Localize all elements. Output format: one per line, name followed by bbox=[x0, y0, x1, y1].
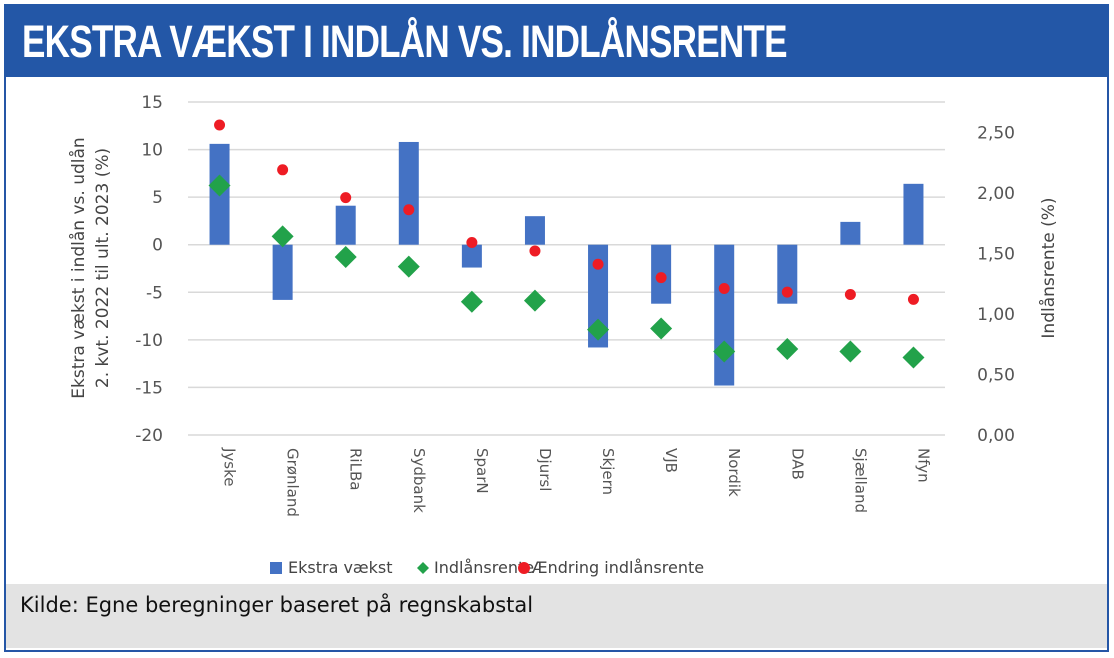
dot-aendring-indlaansrente bbox=[403, 204, 415, 216]
bar-ekstra-vaekst bbox=[461, 244, 482, 268]
y-tick-label: -20 bbox=[135, 426, 163, 446]
dot-aendring-indlaansrente bbox=[655, 272, 667, 284]
y2-tick-label: 0,00 bbox=[977, 426, 1015, 446]
y2-tick-label: 2,00 bbox=[977, 184, 1015, 204]
x-tick-label: RiLBa bbox=[347, 448, 365, 490]
dot-aendring-indlaansrente bbox=[529, 245, 541, 257]
diamond-indlaansrente bbox=[460, 290, 483, 313]
chart-title: EKSTRA VÆKST I INDLÅN VS. INDLÅNSRENTE bbox=[22, 16, 787, 67]
bar-ekstra-vaekst bbox=[272, 244, 293, 300]
y-tick-label: 10 bbox=[141, 141, 163, 161]
diamond-indlaansrente bbox=[523, 289, 546, 312]
chart: 15 10 5 0 -5 -10 -15 -20 2,50 2,00 1,50 1,00 0,50 0,… bbox=[68, 93, 1059, 577]
legend-dot-swatch bbox=[518, 562, 530, 574]
x-axis-labels: Jyske Grønland RiLBa Sydbank SparN Djursl Skje… bbox=[221, 447, 933, 517]
bar-ekstra-vaekst bbox=[588, 244, 609, 348]
x-tick-label: Djursl bbox=[536, 448, 554, 491]
diamond-indlaansrente bbox=[271, 225, 294, 248]
y-tick-label: -15 bbox=[135, 378, 163, 398]
y-axis-label-line2: 2. kvt. 2022 til ult. 2023 (%) bbox=[93, 148, 113, 388]
y2-tick-label: 1,50 bbox=[977, 244, 1015, 264]
y-axis-label-line1: Ekstra vækst i indlån vs. udlån bbox=[68, 137, 89, 398]
bar-ekstra-vaekst bbox=[840, 221, 861, 245]
bar-ekstra-vaekst bbox=[714, 244, 735, 386]
dot-aendring-indlaansrente bbox=[592, 258, 604, 270]
bar-ekstra-vaekst bbox=[335, 205, 356, 245]
change-dots bbox=[214, 119, 919, 305]
y-tick-label: 15 bbox=[141, 93, 163, 113]
gridlines bbox=[188, 101, 945, 436]
bars bbox=[209, 141, 924, 386]
legend-diamond-label: Indlånsrente bbox=[434, 558, 534, 577]
rate-diamonds bbox=[208, 174, 925, 369]
y2-axis-label: Indlånsrente (%) bbox=[1038, 197, 1059, 338]
x-tick-label: Nfyn bbox=[914, 448, 932, 483]
dot-aendring-indlaansrente bbox=[781, 286, 793, 298]
source-text: Kilde: Egne beregninger baseret på regns… bbox=[20, 593, 534, 617]
dot-aendring-indlaansrente bbox=[718, 282, 730, 294]
dot-aendring-indlaansrente bbox=[466, 236, 478, 248]
x-tick-label: Jyske bbox=[221, 447, 239, 487]
x-tick-label: Sjælland bbox=[851, 448, 869, 513]
x-tick-label: Sydbank bbox=[410, 448, 428, 513]
dot-aendring-indlaansrente bbox=[277, 164, 289, 176]
source-box bbox=[6, 584, 1107, 648]
x-tick-label: SparN bbox=[473, 448, 491, 494]
legend-bar-swatch bbox=[270, 562, 282, 574]
x-tick-label: VJB bbox=[662, 448, 680, 473]
title-bar: EKSTRA VÆKST I INDLÅN VS. INDLÅNSRENTE bbox=[4, 4, 1109, 77]
bar-ekstra-vaekst bbox=[398, 141, 419, 245]
y2-tick-label: 1,00 bbox=[977, 305, 1015, 325]
diamond-indlaansrente bbox=[902, 346, 925, 369]
y2-tick-label: 0,50 bbox=[977, 365, 1015, 385]
diamond-indlaansrente bbox=[776, 338, 799, 361]
x-tick-label: Grønland bbox=[284, 448, 302, 517]
diamond-indlaansrente bbox=[397, 255, 420, 278]
legend: Ekstra vækst Indlånsrente Ændring indlån… bbox=[270, 558, 704, 577]
x-tick-label: DAB bbox=[788, 448, 806, 480]
x-tick-label: Nordik bbox=[725, 448, 743, 497]
dot-aendring-indlaansrente bbox=[214, 119, 226, 131]
legend-diamond-swatch bbox=[417, 562, 429, 574]
diamond-indlaansrente bbox=[839, 340, 862, 363]
bar-ekstra-vaekst bbox=[903, 183, 924, 245]
y2-tick-label: 2,50 bbox=[977, 123, 1015, 143]
dot-aendring-indlaansrente bbox=[907, 293, 919, 305]
x-tick-label: Skjern bbox=[599, 448, 617, 495]
dot-aendring-indlaansrente bbox=[844, 289, 856, 301]
diamond-indlaansrente bbox=[334, 245, 357, 268]
y-tick-label: -10 bbox=[135, 331, 163, 351]
left-axis-ticks: 15 10 5 0 -5 -10 -15 -20 bbox=[135, 93, 163, 446]
right-axis-ticks: 2,50 2,00 1,50 1,00 0,50 0,00 bbox=[977, 123, 1015, 446]
diamond-indlaansrente bbox=[208, 174, 231, 197]
dot-aendring-indlaansrente bbox=[340, 192, 352, 204]
y-tick-label: 0 bbox=[152, 236, 163, 256]
bar-ekstra-vaekst bbox=[524, 216, 545, 245]
y-tick-label: -5 bbox=[146, 283, 163, 303]
diamond-indlaansrente bbox=[587, 318, 610, 341]
bar-ekstra-vaekst bbox=[777, 244, 798, 304]
chart-frame bbox=[4, 4, 1109, 652]
diamond-indlaansrente bbox=[650, 317, 673, 340]
legend-bar-label: Ekstra vækst bbox=[288, 558, 393, 577]
diamond-indlaansrente bbox=[713, 340, 736, 363]
y-tick-label: 5 bbox=[152, 188, 163, 208]
legend-dot-label: Ændring indlånsrente bbox=[532, 558, 704, 577]
